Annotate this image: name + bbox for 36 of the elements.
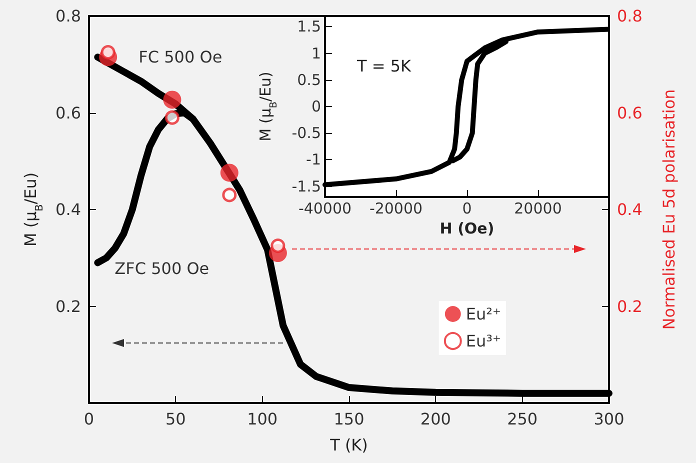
y-tick-label: -1.5: [292, 177, 321, 196]
annotation: T = 5K: [356, 56, 412, 76]
x-tick-label: 200: [420, 410, 451, 428]
y-tick-label: 1: [311, 44, 321, 62]
y2-tick-label: 0.6: [617, 103, 642, 122]
x-axis-title: H (Oe): [440, 219, 494, 238]
x-tick-label: 20000: [514, 200, 562, 218]
y-tick-label: -0.5: [292, 124, 321, 142]
y-tick-label: 0.8: [56, 6, 81, 26]
y2-axis-title: Normalised Eu 5d polarisation: [660, 89, 678, 330]
y-tick-label: 0.4: [56, 200, 81, 219]
y-axis-title: M (μB/Eu): [256, 72, 280, 142]
y-tick-label: 0.2: [56, 296, 81, 316]
x-axis-title: T (K): [329, 436, 368, 454]
y-tick-label: 0.5: [297, 70, 321, 89]
x-tick-label: 0: [84, 410, 94, 428]
y-axis-title: M (μB/Eu): [21, 172, 46, 247]
y2-tick-label: 0.8: [617, 6, 642, 26]
y-tick-label: 0: [311, 98, 321, 116]
x-tick-label: -20000: [369, 200, 423, 218]
y-tick-label: 1.5: [297, 18, 321, 36]
x-tick-label: 100: [247, 410, 278, 428]
series-label: FC 500 Oe: [138, 48, 222, 67]
y2-tick-label: 0.4: [617, 200, 642, 219]
x-tick-label: 300: [594, 410, 624, 428]
y-tick-label: 0.6: [56, 103, 81, 122]
y2-tick-label: 0.2: [617, 296, 642, 316]
x-tick-label: 150: [334, 410, 364, 428]
y-tick-label: -1: [306, 150, 321, 169]
x-tick-label: 50: [165, 410, 186, 428]
legend-label: Eu²⁺: [466, 304, 501, 324]
legend-label: Eu³⁺: [466, 332, 501, 350]
x-tick-label: 250: [507, 410, 538, 428]
x-tick-label: -40000: [298, 200, 352, 218]
x-tick-label: 0: [462, 200, 472, 218]
series-label: ZFC 500 Oe: [114, 259, 210, 278]
